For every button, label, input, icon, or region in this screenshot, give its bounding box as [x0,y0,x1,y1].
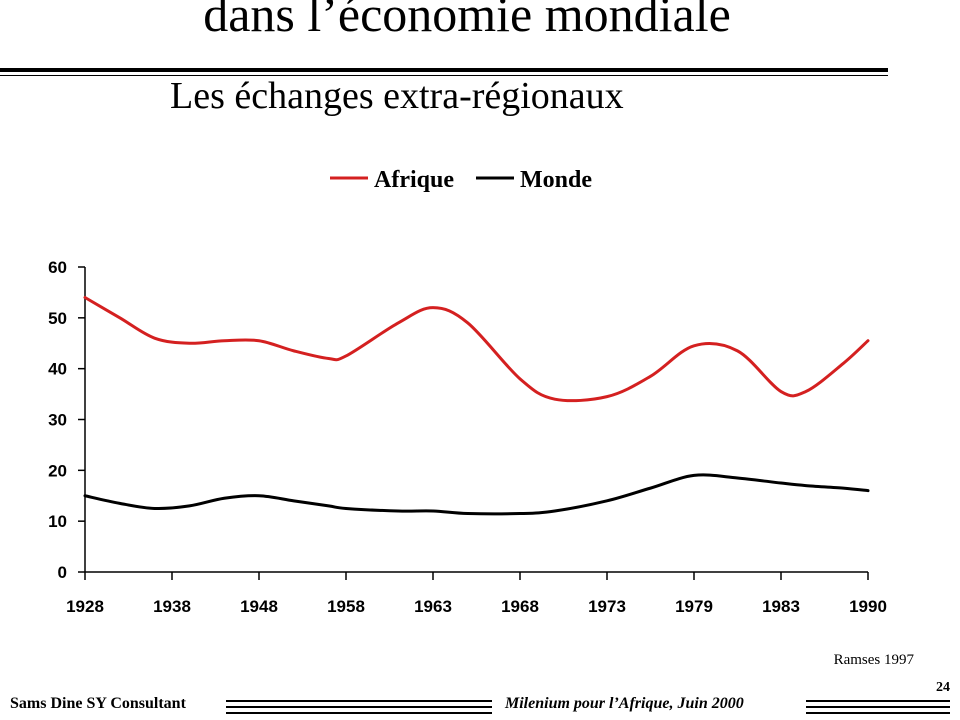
y-tick-label: 60 [48,258,67,277]
footer-author: Sams Dine SY Consultant [10,695,186,712]
chart-axes: 0 10 20 30 40 50 60 1928 1938 1948 1958 1963 1968 197… [48,258,887,616]
title-rule-thick [0,68,888,72]
y-tick-label: 20 [48,461,67,480]
x-tick-label: 1990 [849,597,887,616]
legend-label-afrique: Afrique [374,167,454,193]
chart-series [83,296,870,516]
series-line-monde [83,473,870,516]
y-tick-label: 30 [48,411,67,430]
series-line-afrique [83,296,870,403]
source-note: Ramses 1997 [833,652,914,668]
x-tick-label: 1973 [588,597,626,616]
page-number: 24 [936,680,950,695]
x-tick-label: 1968 [501,597,539,616]
x-tick-label: 1958 [327,597,365,616]
x-tick-label: 1938 [153,597,191,616]
chart-legend: Afrique Monde [330,167,592,193]
x-tick-label: 1948 [240,597,278,616]
x-tick-label: 1963 [414,597,452,616]
slide-title: dans l’économie mondiale [203,0,731,42]
footer-rule-1 [226,700,492,702]
footer-rule-2 [226,706,492,708]
x-tick-label: 1983 [762,597,800,616]
footer-rule-4 [806,700,950,702]
x-tick-label: 1928 [66,597,104,616]
x-tick-label: 1979 [675,597,713,616]
y-tick-label: 0 [58,563,67,582]
y-tick-label: 40 [48,360,67,379]
title-rule-thin [0,75,888,76]
footer-rule-5 [806,706,950,708]
footer-rule-6 [806,712,950,714]
y-tick-label: 10 [48,512,67,531]
footer-event: Milenium pour l’Afrique, Juin 2000 [505,695,744,712]
chart-subtitle: Les échanges extra-régionaux [170,75,624,117]
legend-label-monde: Monde [520,167,592,193]
footer-rule-3 [226,712,492,714]
line-chart: Afrique Monde 0 10 20 30 40 50 60 1928 1938 1948 19… [48,167,887,616]
y-tick-label: 50 [48,309,67,328]
